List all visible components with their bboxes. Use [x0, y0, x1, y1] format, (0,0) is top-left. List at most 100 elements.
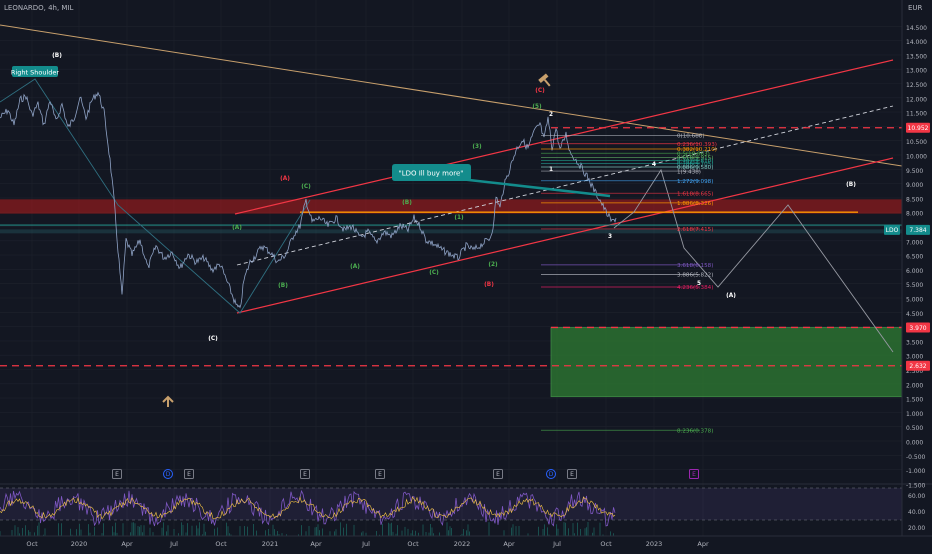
y-tick-label: 2.500 [906, 368, 923, 375]
x-tick-label: Oct [26, 540, 38, 548]
wave-label: (B) [52, 53, 62, 59]
x-tick-label: Apr [310, 540, 322, 548]
projection-path [613, 168, 894, 353]
y-tick-label: 3.500 [906, 339, 923, 346]
price-tag-label: LDO [886, 227, 899, 234]
event-marker-label: D [549, 471, 554, 478]
wave-label: (5) [532, 104, 542, 110]
rsi-tick-label: 60.00 [908, 493, 925, 500]
rsi-tick-label: 20.00 [908, 525, 925, 532]
arrow-up-icon [162, 395, 174, 407]
price-tag-label: 3.970 [909, 325, 926, 332]
y-tick-label: 12.000 [906, 96, 927, 103]
wave-label: (1) [454, 215, 464, 221]
head-shoulders-neckline [0, 78, 311, 314]
fib-label: 1.886(8.326) [677, 201, 713, 207]
y-tick-label: 3.000 [906, 354, 923, 361]
y-tick-label: 11.500 [906, 111, 927, 118]
event-marker-label: E [187, 471, 191, 478]
channel-mid-line [236, 105, 894, 266]
x-tick-label: Apr [697, 540, 709, 548]
y-tick-label: 9.000 [906, 182, 923, 189]
event-marker-label: D [166, 471, 171, 478]
wave-label: (B) [278, 283, 288, 289]
price-tag-label: 2.632 [909, 363, 926, 370]
price-axis: 14.500 14.000 13.500 13.000 12.500 12.000 11.5… [901, 0, 927, 536]
target-zone [550, 327, 903, 398]
fib-label: 0.786(9.705) [677, 162, 713, 168]
wave-label: 5 [697, 281, 701, 287]
wave-label: (B) [846, 182, 856, 188]
dividend-marker-icon [163, 469, 173, 479]
right-shoulder-box [12, 66, 58, 77]
right-shoulder-label: Right Shoulder [11, 69, 59, 77]
wave-label: (C) [429, 270, 439, 276]
y-tick-label: -1.000 [906, 468, 926, 475]
y-tick-label: -1.500 [906, 482, 926, 489]
zones [0, 199, 903, 398]
annotations: Right Shoulder "LDO Ill buy more" [11, 66, 611, 407]
currency-label: EUR [908, 4, 923, 12]
callout-box [392, 164, 471, 181]
x-tick-label: 2022 [454, 540, 471, 548]
fib-label: 1.272(9.098) [677, 179, 713, 185]
long-downtrend-line [0, 24, 903, 167]
trend-lines [0, 24, 903, 367]
wave-label: (A) [726, 293, 736, 299]
wave-label: (B) [484, 282, 494, 288]
earnings-marker-icon [567, 469, 577, 479]
earnings-marker-icon [375, 469, 385, 479]
wave-label: (A) [232, 225, 242, 231]
event-marker-label: E [570, 471, 574, 478]
y-tick-label: 1.500 [906, 397, 923, 404]
fib-label: 0.618(9.915) [677, 156, 713, 162]
fib-levels: 0(10.688) 0.236(10.393)0.382(10.210)0.5(1… [541, 134, 717, 434]
fib-label: 0(10.688) [677, 134, 705, 140]
y-tick-label: 10.500 [906, 139, 927, 146]
y-tick-label: 4.500 [906, 311, 923, 318]
y-tick-label: 8.000 [906, 211, 923, 218]
wave-label: 2 [549, 112, 553, 118]
rsi-tick-label: 40.00 [908, 509, 925, 516]
x-tick-label: 2023 [646, 540, 663, 548]
x-tick-label: Oct [600, 540, 612, 548]
fib-label: 4.236(5.384) [677, 285, 713, 291]
channel-lower-line [236, 157, 894, 314]
price-series [0, 91, 617, 309]
event-marker-label: E [303, 471, 307, 478]
x-tick-label: Apr [503, 540, 515, 548]
wave-label: 1 [549, 167, 553, 173]
y-tick-label: 6.000 [906, 268, 923, 275]
wave-label: (A) [280, 176, 290, 182]
callout-pointer [459, 177, 611, 198]
y-tick-label: 14.000 [906, 39, 927, 46]
callout-text: "LDO Ill buy more" [398, 170, 463, 178]
wave-label: (B) [402, 200, 412, 206]
time-axis: Oct 2020 Apr Jul Oct 2021 Apr Jul Oct 2022 Apr Jul O… [0, 535, 932, 548]
event-marker-label: E [692, 471, 696, 478]
y-tick-label: 13.500 [906, 53, 927, 60]
fib-label: 8.236(0.378) [677, 428, 713, 434]
price-tag-label: 7.384 [909, 227, 926, 234]
fib-label: 0.236(10.393) [677, 142, 717, 148]
y-tick-label: -0.500 [906, 454, 926, 461]
wave-label: (C) [208, 336, 218, 342]
event-marker-label: E [378, 471, 382, 478]
earnings-marker-icon [689, 469, 699, 479]
y-tick-label: 1.000 [906, 411, 923, 418]
y-tick-label: 5.000 [906, 297, 923, 304]
y-tick-label: 7.000 [906, 239, 923, 246]
fib-label: 3.618(6.158) [677, 263, 713, 269]
event-marker-label: E [115, 471, 119, 478]
channel-upper-line [234, 59, 894, 215]
wave-label: (C) [535, 88, 545, 94]
price-line [0, 91, 617, 309]
y-tick-label: 13.000 [906, 68, 927, 75]
price-tag-box [906, 360, 930, 371]
wave-label: (3) [472, 144, 482, 150]
x-tick-label: Apr [121, 540, 133, 548]
y-tick-label: 5.500 [906, 282, 923, 289]
